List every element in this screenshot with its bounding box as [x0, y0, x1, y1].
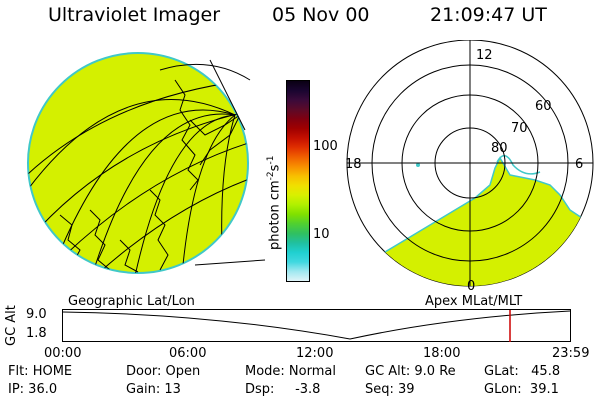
- unit-sup-2: -1: [266, 155, 276, 165]
- oval-dot: [416, 163, 420, 167]
- info-mode: Mode: Normal: [245, 364, 336, 379]
- mlat-label-60: 60: [535, 99, 552, 114]
- polar-mlt-panel: 12 18 6 0 60 70 80: [345, 40, 594, 294]
- timeline-xtick-1: 06:00: [169, 346, 207, 361]
- mlat-label-70: 70: [511, 121, 528, 136]
- timeline-xtick-3: 18:00: [423, 346, 461, 361]
- info-glon: GLon: 39.1: [484, 382, 559, 397]
- right-panel-caption: Apex MLat/MLT: [425, 294, 523, 309]
- geographic-image-panel: [27, 52, 266, 274]
- lat-lon-grid: [28, 79, 248, 273]
- info-door: Door: Open: [126, 364, 201, 379]
- timeline-xtick-0: 00:00: [44, 346, 82, 361]
- info-seq: Seq: 39: [365, 382, 415, 397]
- oval-contour: [496, 155, 541, 175]
- info-glat: GLat: 45.8: [484, 364, 561, 379]
- colorbar-tick-10: 10: [313, 227, 330, 242]
- mlt-label-12: 12: [476, 48, 493, 63]
- info-dsp: Dsp: -3.8: [245, 382, 321, 397]
- colorbar-tick-100: 100: [313, 139, 338, 154]
- unit-text-s: s: [267, 164, 283, 172]
- mlt-label-0: 0: [467, 279, 475, 294]
- timeline-axis-label: GC Alt: [4, 305, 19, 346]
- info-flt: Flt: HOME: [8, 364, 73, 379]
- info-gain: Gain: 13: [126, 382, 181, 397]
- timeline-ytick-high: 9.0: [26, 307, 47, 322]
- timeline-ytick-low: 1.8: [26, 326, 47, 341]
- altitude-timeline: [62, 309, 571, 342]
- mlt-label-6: 6: [575, 157, 583, 172]
- unit-sup-1: -2: [266, 171, 276, 181]
- altitude-curve: [62, 310, 571, 340]
- date-label: 05 Nov 00: [272, 4, 370, 26]
- timeline-xtick-4: 23:59: [552, 346, 590, 361]
- info-ip: IP: 36.0: [8, 382, 58, 397]
- info-gc-alt: GC Alt: 9.0 Re: [365, 364, 456, 379]
- time-label: 21:09:47 UT: [430, 4, 547, 26]
- polar-axes: [347, 40, 593, 286]
- colorbar-unit-label: photon cm-2s-1: [266, 156, 282, 250]
- left-panel-caption: Geographic Lat/Lon: [68, 294, 195, 309]
- mlat-label-80: 80: [491, 141, 508, 156]
- instrument-title: Ultraviolet Imager: [48, 4, 221, 26]
- timeline-xtick-2: 12:00: [296, 346, 334, 361]
- header-bar: Ultraviolet Imager 05 Nov 00 21:09:47 UT: [0, 4, 600, 32]
- color-scale-bar: [286, 80, 310, 282]
- uv-image-disc: [27, 52, 249, 274]
- mlt-label-18: 18: [345, 157, 362, 172]
- unit-text: photon cm: [267, 180, 283, 250]
